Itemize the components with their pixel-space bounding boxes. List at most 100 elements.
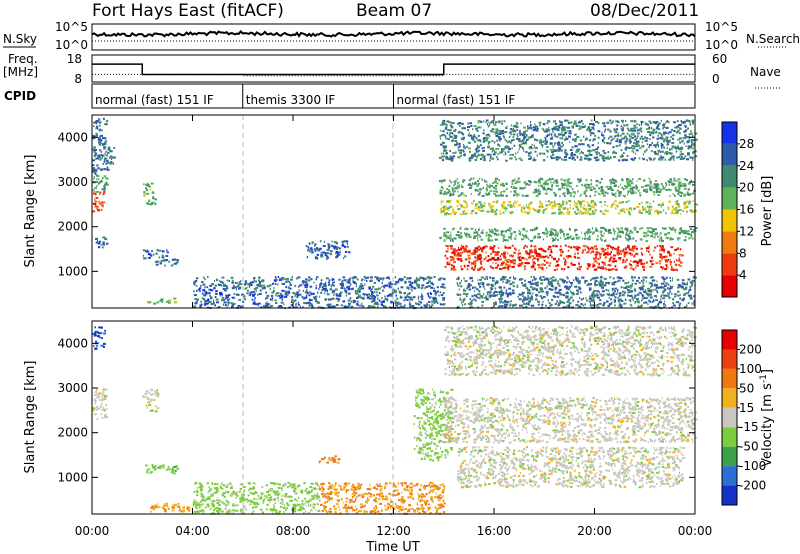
- power-cell: [671, 137, 674, 140]
- power-cell: [378, 287, 381, 290]
- power-cell: [645, 276, 648, 279]
- power-cell: [627, 183, 631, 186]
- freq-label: Freq.: [8, 52, 38, 66]
- power-cell: [549, 155, 552, 158]
- power-cell: [490, 258, 492, 261]
- power-cell: [602, 122, 606, 125]
- power-cell: [600, 238, 603, 241]
- power-cell: [612, 289, 614, 292]
- power-cell: [458, 184, 461, 187]
- power-cell: [667, 283, 670, 286]
- power-cell: [513, 259, 516, 262]
- power-cell: [642, 265, 644, 268]
- power-cell: [647, 303, 649, 306]
- power-cell: [357, 288, 360, 291]
- power-cell: [608, 137, 610, 140]
- power-cell: [480, 282, 482, 285]
- power-cell: [399, 291, 403, 294]
- power-cell: [590, 201, 592, 204]
- power-cell: [594, 280, 597, 283]
- power-cell: [663, 227, 667, 230]
- power-cell: [160, 260, 162, 262]
- power-cell: [417, 295, 420, 298]
- power-cell: [204, 300, 207, 303]
- power-cell: [531, 143, 533, 146]
- power-cell: [550, 201, 553, 204]
- power-cell: [474, 183, 477, 185]
- power-cell: [497, 229, 499, 232]
- power-cell: [494, 187, 497, 190]
- power-cell: [156, 249, 159, 252]
- power-cell: [375, 291, 378, 294]
- power-cell: [501, 205, 505, 208]
- power-cell: [627, 294, 629, 297]
- power-cell: [524, 265, 526, 268]
- power-cell: [579, 195, 581, 197]
- power-cell: [681, 279, 685, 282]
- power-cell: [588, 231, 591, 234]
- power-cell: [635, 247, 638, 250]
- power-cell: [324, 298, 327, 301]
- power-cell: [685, 283, 688, 286]
- power-cell: [474, 154, 477, 157]
- power-cell: [561, 186, 564, 189]
- power-cell: [148, 200, 151, 203]
- power-cell: [489, 246, 492, 249]
- power-cell: [602, 159, 606, 162]
- power-cell: [546, 261, 549, 264]
- power-cell: [553, 233, 556, 236]
- power-cell: [563, 192, 566, 195]
- power-cell: [657, 141, 659, 144]
- power-cell: [460, 252, 463, 255]
- power-cell: [694, 150, 697, 153]
- power-cell: [625, 187, 628, 189]
- power-cell: [501, 132, 505, 135]
- power-cell: [651, 130, 654, 133]
- power-cell: [453, 257, 455, 260]
- power-cell: [96, 157, 99, 160]
- power-cell: [439, 191, 441, 194]
- power-cell: [669, 238, 672, 241]
- power-cell: [540, 282, 544, 285]
- power-cell: [399, 305, 401, 308]
- power-cell: [194, 280, 198, 282]
- power-cell: [491, 251, 494, 253]
- power-cell: [450, 139, 454, 142]
- power-cell: [594, 253, 597, 256]
- power-cell: [535, 194, 539, 197]
- power-cell: [299, 293, 302, 296]
- power-cell: [476, 288, 479, 291]
- power-cell: [522, 133, 525, 135]
- power-cell: [634, 228, 636, 231]
- power-cell: [557, 149, 561, 152]
- power-cell: [659, 262, 661, 265]
- power-cell: [543, 159, 545, 161]
- power-cell: [692, 139, 695, 141]
- power-cell: [491, 294, 494, 297]
- power-cell: [464, 265, 466, 268]
- power-cell: [333, 294, 335, 297]
- power-cell: [399, 302, 402, 305]
- power-cell: [165, 255, 169, 257]
- power-cell: [572, 299, 574, 302]
- power-cell: [517, 151, 519, 154]
- power-cell: [669, 258, 672, 261]
- power-cell: [508, 140, 510, 143]
- power-cell: [254, 299, 256, 302]
- power-cell: [594, 190, 598, 193]
- power-cell: [663, 280, 666, 283]
- power-cell: [339, 283, 341, 286]
- power-cell: [509, 132, 512, 135]
- power-cell: [551, 256, 553, 259]
- power-cell: [667, 232, 671, 234]
- power-cell: [574, 230, 576, 233]
- power-cell: [96, 184, 98, 187]
- power-cell: [442, 286, 446, 289]
- power-cell: [683, 239, 687, 242]
- power-cell: [593, 206, 595, 209]
- power-cell: [488, 258, 491, 261]
- power-cell: [602, 194, 606, 197]
- power-cell: [308, 242, 311, 245]
- power-cell: [542, 211, 545, 214]
- power-cell: [101, 204, 104, 207]
